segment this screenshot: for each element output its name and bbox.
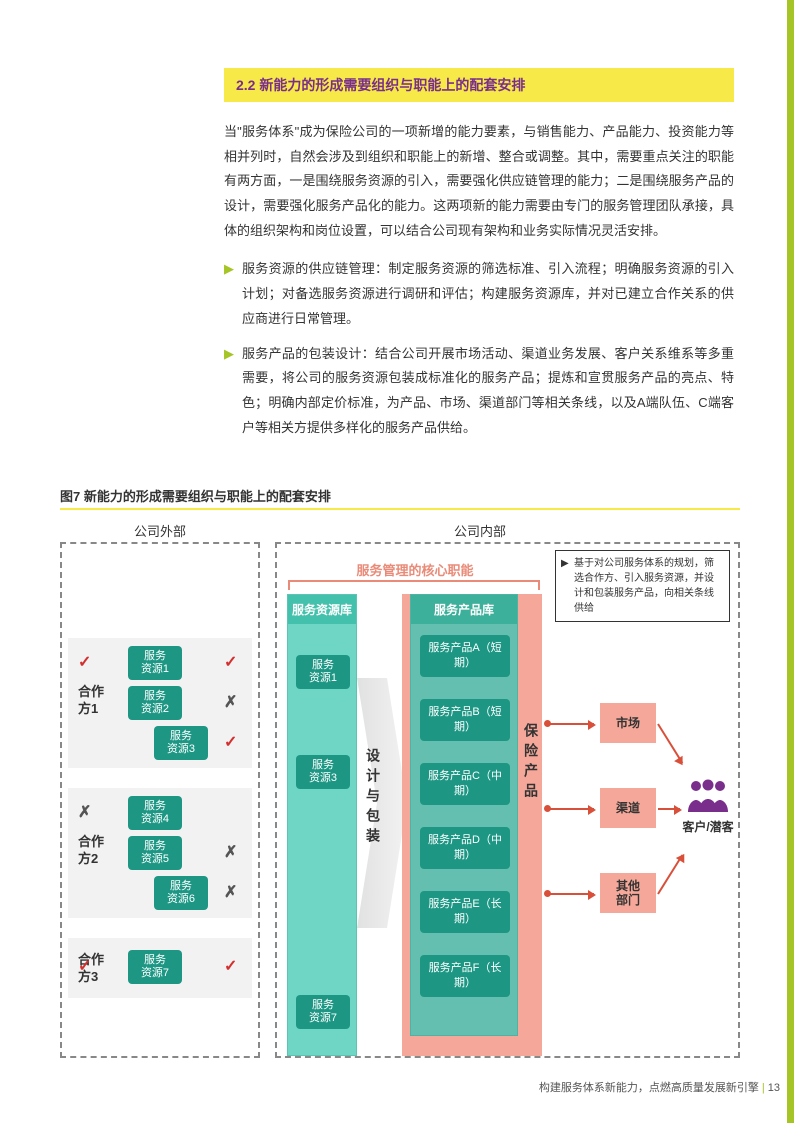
partner-resource-pill: 服务资源4	[128, 796, 182, 830]
bullet-2: ▶服务产品的包装设计：结合公司开展市场活动、渠道业务发展、客户关系维系等多重需要…	[224, 342, 734, 441]
resource-library-title: 服务资源库	[288, 595, 356, 624]
figure-underline	[60, 508, 740, 510]
product-pill: 服务产品B（短期）	[420, 699, 510, 741]
product-pill: 服务产品C（中期）	[420, 763, 510, 805]
bullet-1: ▶服务资源的供应链管理：制定服务资源的筛选标准、引入流程；明确服务资源的引入计划…	[224, 257, 734, 331]
product-library-title: 服务产品库	[411, 595, 517, 624]
check-icon: ✓	[78, 652, 91, 672]
figure-number: 图7	[60, 489, 80, 504]
design-package-label: 设计与包装	[362, 718, 384, 878]
figure-title: 新能力的形成需要组织与职能上的配套安排	[84, 489, 331, 504]
check-icon: ✓	[224, 956, 237, 976]
resource-pill: 服务资源3	[296, 755, 350, 789]
resource-pill: 服务资源1	[296, 655, 350, 689]
figure-caption: 图7 新能力的形成需要组织与职能上的配套安排	[60, 486, 331, 505]
partner-resource-pill: 服务资源1	[128, 646, 182, 680]
resource-library: 服务资源库 服务资源1 服务资源3 服务资源7	[287, 594, 357, 1056]
partner-2-label: 合作方2	[78, 834, 104, 868]
product-pill: 服务产品F（长期）	[420, 955, 510, 997]
external-label: 公司外部	[60, 521, 260, 540]
page-footer: 构建服务体系新能力，点燃高质量发展新引擎|13	[0, 1079, 780, 1095]
section-title: 2.2 新能力的形成需要组织与职能上的配套安排	[224, 68, 734, 102]
partner-resource-pill: 服务资源2	[128, 686, 182, 720]
bullet-2-text: 服务产品的包装设计：结合公司开展市场活动、渠道业务发展、客户关系维系等多重需要，…	[242, 342, 734, 441]
partner-resource-pill: 服务资源3	[154, 726, 208, 760]
partner-resource-pill: 服务资源6	[154, 876, 208, 910]
product-pill: 服务产品A（短期）	[420, 635, 510, 677]
arrow-to-channel	[550, 808, 594, 810]
cross-icon: ✗	[224, 882, 237, 902]
text-column: 2.2 新能力的形成需要组织与职能上的配套安排 当"服务体系"成为保险公司的一项…	[224, 68, 734, 450]
cross-icon: ✗	[224, 842, 237, 862]
partner-resource-pill: 服务资源5	[128, 836, 182, 870]
check-icon: ✓	[224, 732, 237, 752]
arrow-to-other	[550, 893, 594, 895]
partner-group-2: 合作方2 服务资源4 服务资源5 服务资源6 ✗ ✗ ✗	[68, 788, 252, 918]
arrow-to-market	[550, 723, 594, 725]
product-pill: 服务产品E（长期）	[420, 891, 510, 933]
check-icon: ✓	[78, 956, 91, 976]
dept-market: 市场	[600, 703, 656, 743]
product-pill: 服务产品D（中期）	[420, 827, 510, 869]
insurance-product-label: 保险产品	[523, 723, 541, 803]
resource-pill: 服务资源7	[296, 995, 350, 1029]
partner-group-3: 合作方3 服务资源7 ✓ ✓	[68, 938, 252, 998]
dept-channel: 渠道	[600, 788, 656, 828]
service-mgmt-label: 服务管理的核心职能	[305, 560, 525, 579]
callout-note: 基于对公司服务体系的规划，筛选合作方、引入服务资源，并设计和包装服务产品，向相关…	[555, 550, 730, 622]
footer-text: 构建服务体系新能力，点燃高质量发展新引擎	[539, 1082, 759, 1094]
customer-label: 客户/潜客	[678, 818, 738, 835]
footer-page: 13	[768, 1082, 780, 1094]
check-icon: ✓	[224, 652, 237, 672]
people-icon	[685, 778, 731, 814]
section-paragraph: 当"服务体系"成为保险公司的一项新增的能力要素，与销售能力、产品能力、投资能力等…	[224, 120, 734, 243]
dept-other: 其他部门	[600, 873, 656, 913]
internal-label: 公司内部	[300, 521, 660, 540]
cross-icon: ✗	[224, 692, 237, 712]
figure-diagram: 公司外部 公司内部 服务管理的核心职能 基于对公司服务体系的规划，筛选合作方、引…	[60, 518, 740, 1060]
partner-group-1: 合作方1 服务资源1 服务资源2 服务资源3 ✓ ✓ ✗ ✓	[68, 638, 252, 768]
cross-icon: ✗	[78, 802, 91, 822]
product-library: 服务产品库 服务产品A（短期） 服务产品B（短期） 服务产品C（中期） 服务产品…	[410, 594, 518, 1036]
partner-1-label: 合作方1	[78, 684, 104, 718]
page-right-accent	[787, 0, 794, 1123]
customer-block: 客户/潜客	[678, 778, 738, 835]
bullet-1-text: 服务资源的供应链管理：制定服务资源的筛选标准、引入流程；明确服务资源的引入计划；…	[242, 257, 734, 331]
service-mgmt-bracket	[288, 580, 540, 590]
partner-resource-pill: 服务资源7	[128, 950, 182, 984]
arrow-channel-cust	[658, 808, 680, 810]
